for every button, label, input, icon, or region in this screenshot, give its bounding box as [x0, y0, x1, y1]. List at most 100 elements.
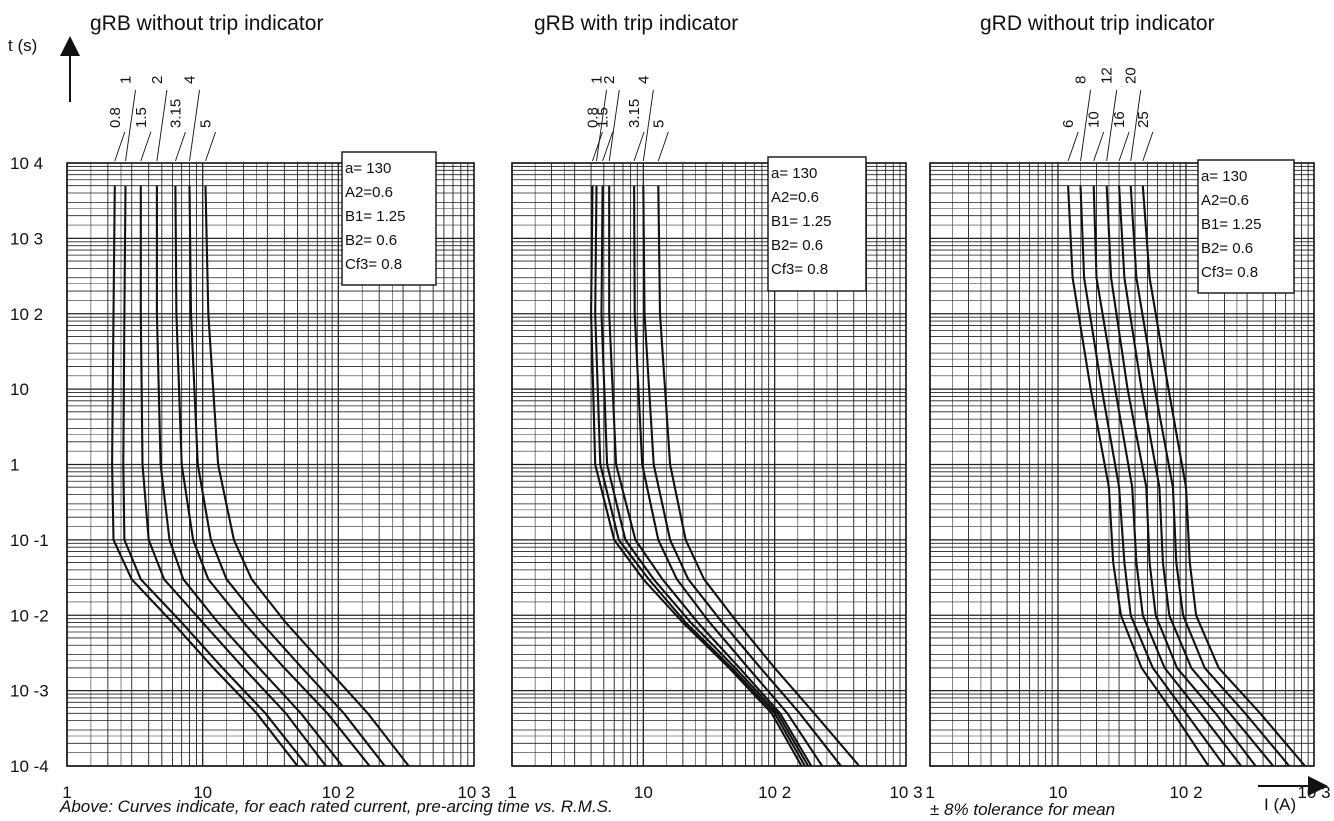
curve-label: 4: [182, 76, 199, 84]
curve-label-leader: [596, 89, 607, 162]
x-tick-label: 10: [634, 783, 653, 802]
curve-label-leader: [1142, 131, 1154, 162]
chart-title-1: gRB without trip indicator: [90, 12, 323, 35]
curve-4: [188, 185, 386, 767]
chart-title-2: gRB with trip indicator: [534, 12, 738, 35]
curve-label-leader: [642, 89, 654, 162]
x-tick-label: 10 2: [758, 783, 791, 802]
curve-label: 5: [650, 120, 667, 128]
curve-8: [1079, 185, 1226, 767]
curve-label-leader: [592, 131, 603, 162]
x-tick-label: 1: [507, 783, 516, 802]
curve-label: 1: [118, 76, 135, 84]
curve-label-leader: [125, 89, 136, 162]
parameter-text: A2=0.6: [345, 184, 393, 201]
curve-2: [155, 185, 344, 767]
curve-label-leader: [1130, 89, 1142, 162]
footnote-left: Above: Curves indicate, for each rated c…: [59, 797, 613, 816]
plot-frame: [929, 162, 1315, 767]
plot-panel-1: a= 130 A2=0.6 B1= 1.25 B2= 0.6 Cf3= 0.8 0.8 1 1…: [66, 76, 475, 767]
y-tick-label: 10: [10, 380, 29, 399]
curve-label-leader: [1118, 131, 1130, 162]
parameter-text: a= 130: [771, 165, 817, 182]
curve-label: 20: [1123, 67, 1140, 84]
curve-10: [1092, 185, 1243, 767]
curve-label-leader: [1080, 89, 1091, 162]
curve-label: 25: [1135, 111, 1152, 128]
y-tick-label: 10 4: [10, 154, 43, 173]
parameter-text: a= 130: [1201, 168, 1247, 185]
curve-3.15: [174, 185, 371, 767]
curve-label: 4: [635, 76, 652, 84]
y-tick-label: 10 3: [10, 229, 43, 248]
curve-16: [1118, 185, 1275, 767]
x-tick-label: 10 2: [322, 783, 355, 802]
curve-1: [594, 185, 806, 767]
chart-title-3: gRD without trip indicator: [980, 12, 1215, 35]
y-tick-label: 10 -3: [10, 682, 49, 701]
parameter-text: A2=0.6: [771, 189, 819, 206]
curve-25: [1141, 185, 1306, 767]
curve-label-leader: [156, 89, 168, 162]
curve-label: 3.15: [626, 99, 643, 128]
curve-label-leader: [657, 131, 669, 162]
parameter-text: B2= 0.6: [1201, 240, 1253, 257]
x-tick-label: 10: [193, 783, 212, 802]
parameter-box: [341, 151, 437, 286]
parameter-text: B1= 1.25: [1201, 216, 1261, 233]
curve-0.8: [111, 185, 299, 767]
parameter-text: A2=0.6: [1201, 192, 1249, 209]
parameter-text: Cf3= 0.8: [771, 261, 828, 278]
y-tick-labels: 10 4 10 3 10 2 10 1 10 -1 10 -2 10 -3 10…: [10, 154, 49, 776]
curve-label: 1.5: [133, 107, 150, 128]
y-tick-label: 1: [10, 456, 19, 475]
plot-panel-2: a= 130 A2=0.6 B1= 1.25 B2= 0.6 Cf3= 0.8 0.8 1 1…: [511, 76, 907, 767]
x-tick-label: 1: [62, 783, 71, 802]
parameter-text: B1= 1.25: [345, 208, 405, 225]
curve-label: 2: [149, 76, 166, 84]
curve-label: 16: [1111, 111, 1128, 128]
x-axis-label: I (A): [1264, 795, 1296, 814]
parameter-text: Cf3= 0.8: [345, 256, 402, 273]
curve-3.15: [633, 185, 824, 767]
x-tick-label: 10 3: [889, 783, 922, 802]
plot-frame: [511, 162, 907, 767]
curve-2: [608, 185, 813, 767]
curve-label: 6: [1060, 120, 1077, 128]
curve-label-leader: [140, 131, 152, 162]
curve-label: 12: [1099, 67, 1116, 84]
footnote-right: ± 8% tolerance for mean: [930, 800, 1115, 819]
curve-label-leader: [608, 89, 620, 162]
y-axis-label: t (s): [8, 36, 37, 55]
parameter-text: a= 130: [345, 160, 391, 177]
curve-1: [122, 185, 309, 767]
curve-label: 8: [1073, 76, 1090, 84]
curve-0.8: [590, 185, 803, 767]
parameter-text: B2= 0.6: [345, 232, 397, 249]
curve-label: 0.8: [584, 107, 601, 128]
curve-label: 2: [601, 76, 618, 84]
x-tick-label: 10: [1049, 783, 1068, 802]
x-tick-label: 10 2: [1169, 783, 1202, 802]
curve-label: 0.8: [107, 107, 124, 128]
curve-label: 10: [1086, 111, 1103, 128]
x-tick-label: 1: [925, 783, 934, 802]
curve-label-leader: [1106, 89, 1118, 162]
y-tick-label: 10 -4: [10, 757, 49, 776]
curve-label-leader: [602, 131, 614, 162]
curve-1.5: [139, 185, 327, 767]
parameter-text: B1= 1.25: [771, 213, 831, 230]
parameter-text: B2= 0.6: [771, 237, 823, 254]
curve-label-leader: [114, 131, 126, 162]
curve-label-leader: [189, 89, 200, 162]
y-tick-label: 10 -1: [10, 531, 49, 550]
y-tick-label: 10 2: [10, 305, 43, 324]
curve-label-leader: [1067, 131, 1079, 162]
curve-label: 1.5: [595, 107, 612, 128]
x-tick-label: 10 3: [457, 783, 490, 802]
curve-6: [1067, 185, 1210, 767]
curve-label: 5: [198, 120, 215, 128]
plot-panel-3: a= 130 A2=0.6 B1= 1.25 B2= 0.6 Cf3= 0.8 6 8 10 1…: [929, 67, 1315, 767]
curve-20: [1129, 185, 1291, 767]
